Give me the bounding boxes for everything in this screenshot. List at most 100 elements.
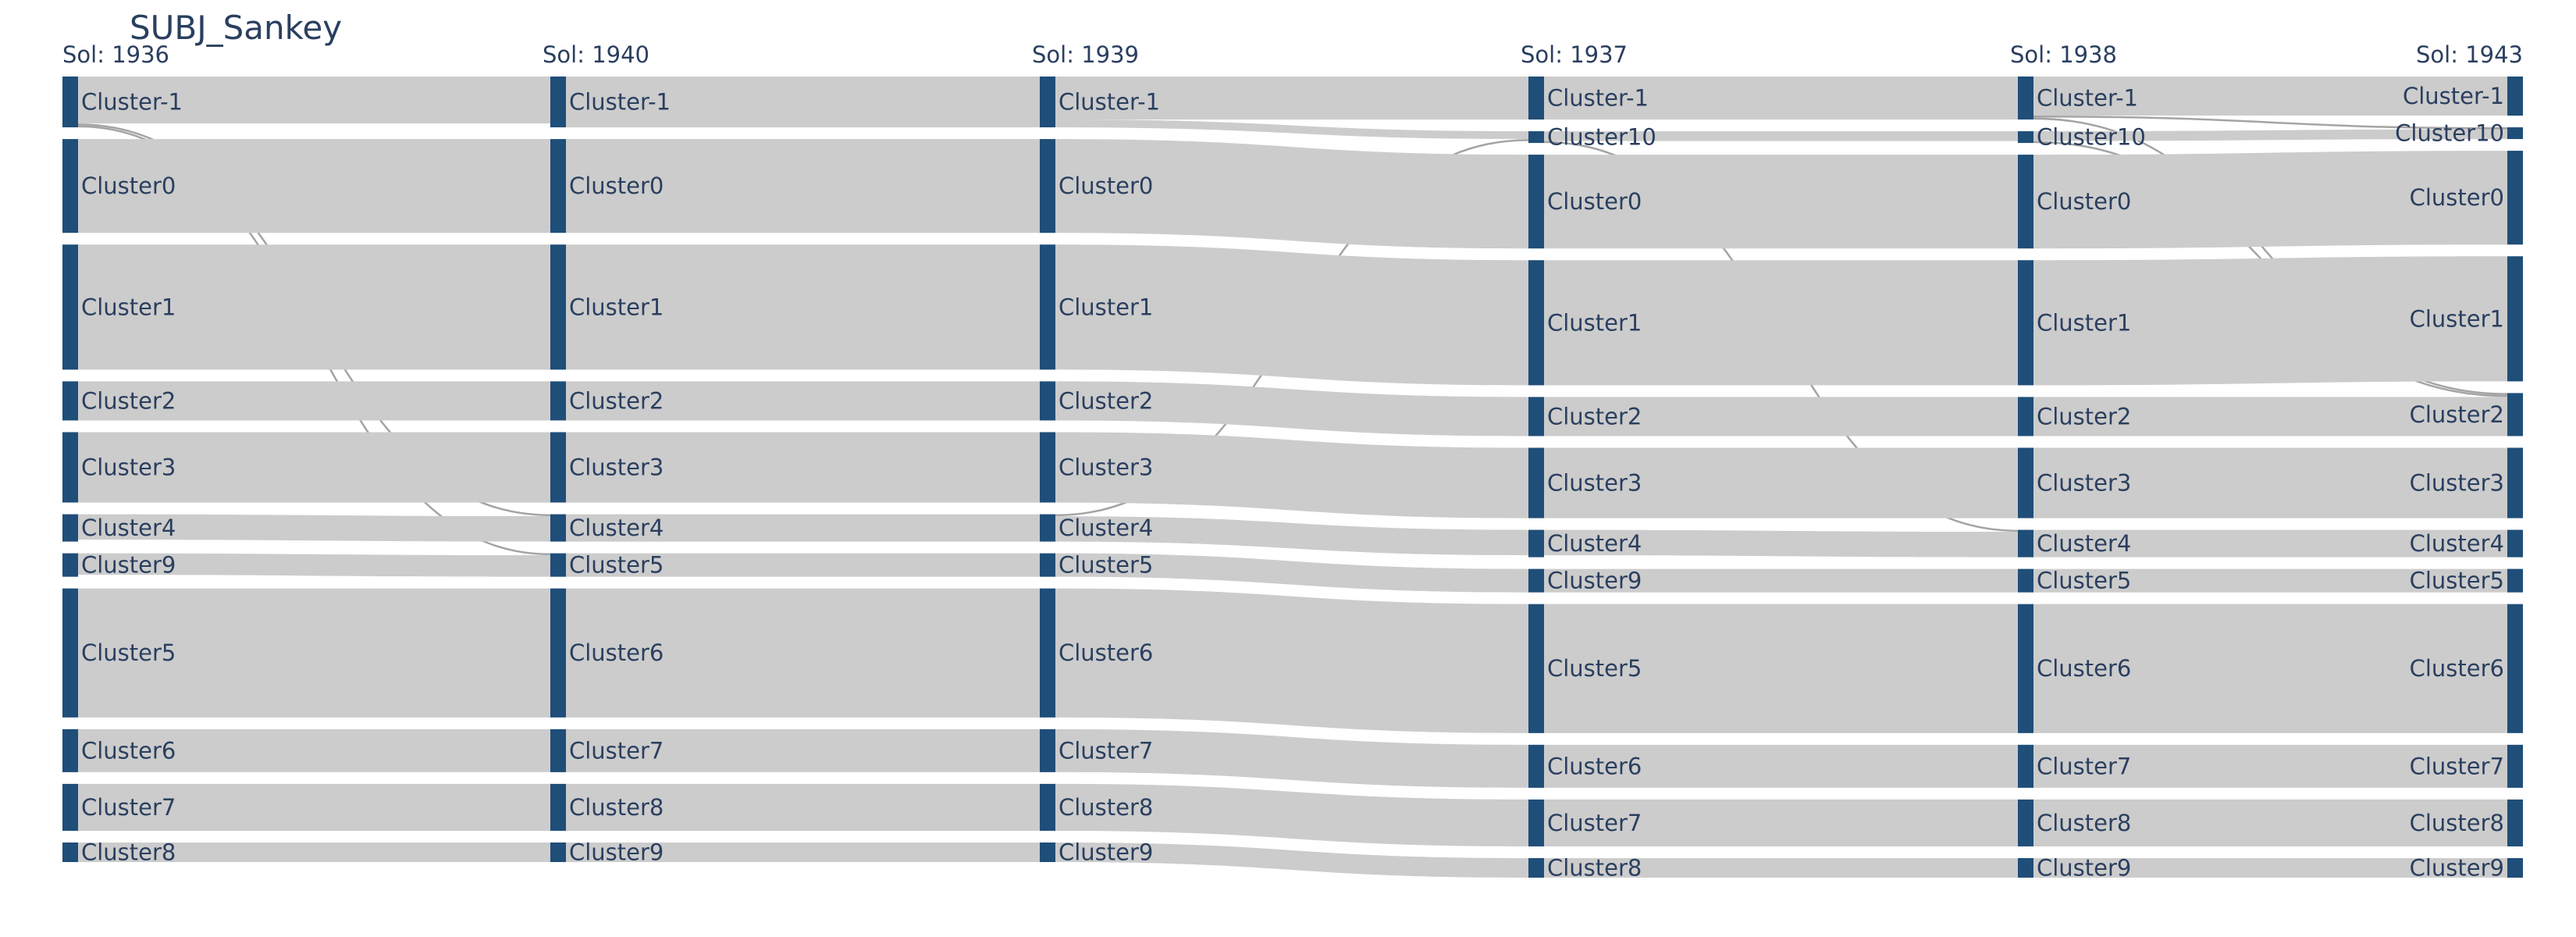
node-label: Cluster2 (569, 387, 664, 414)
node-cluster2[interactable] (1528, 397, 1544, 436)
node-cluster10[interactable] (1528, 131, 1544, 144)
node-cluster4[interactable] (1528, 529, 1544, 558)
node-cluster3[interactable] (1528, 447, 1544, 518)
node-cluster4[interactable] (550, 514, 566, 542)
node-cluster2[interactable] (62, 381, 78, 421)
node-cluster2[interactable] (2018, 397, 2033, 436)
node-cluster-1[interactable] (1040, 77, 1055, 128)
node-cluster9[interactable] (62, 553, 78, 577)
node-cluster4[interactable] (1040, 514, 1055, 542)
node-cluster0[interactable] (2507, 151, 2523, 245)
node-cluster5[interactable] (1040, 553, 1055, 577)
flow-link (78, 729, 550, 772)
node-cluster0[interactable] (550, 139, 566, 233)
node-label: Cluster4 (569, 515, 664, 541)
node-cluster4[interactable] (2018, 529, 2033, 558)
node-cluster6[interactable] (2507, 604, 2523, 733)
node-cluster1[interactable] (2018, 260, 2033, 386)
node-cluster6[interactable] (1040, 588, 1055, 718)
node-cluster6[interactable] (550, 588, 566, 718)
node-cluster5[interactable] (550, 553, 566, 577)
node-cluster5[interactable] (2507, 568, 2523, 593)
node-label: Cluster7 (2410, 753, 2504, 779)
node-cluster1[interactable] (1528, 260, 1544, 386)
node-cluster3[interactable] (550, 432, 566, 503)
node-cluster5[interactable] (1528, 604, 1544, 733)
node-label: Cluster7 (1547, 810, 1642, 836)
flow-link (1544, 131, 2018, 141)
node-cluster0[interactable] (62, 139, 78, 233)
flow-link (1055, 77, 1528, 120)
node-cluster9[interactable] (1040, 842, 1055, 862)
flow-link (2033, 744, 2507, 788)
node-cluster1[interactable] (1040, 244, 1055, 370)
node-cluster8[interactable] (1040, 783, 1055, 831)
node-cluster8[interactable] (2507, 799, 2523, 846)
node-cluster-1[interactable] (1528, 77, 1544, 120)
flow-link (78, 432, 550, 503)
node-cluster-1[interactable] (550, 77, 566, 128)
node-cluster8[interactable] (2018, 799, 2033, 846)
node-cluster5[interactable] (62, 588, 78, 718)
node-cluster9[interactable] (2507, 857, 2523, 878)
node-label: Cluster10 (2395, 120, 2504, 147)
node-label: Cluster2 (81, 387, 176, 414)
node-cluster0[interactable] (1528, 155, 1544, 249)
column-header: Sol: 1937 (1521, 41, 1628, 68)
flow-link (566, 514, 1040, 542)
node-cluster7[interactable] (1040, 729, 1055, 772)
node-cluster1[interactable] (550, 244, 566, 370)
flow-link (1544, 799, 2018, 846)
node-cluster2[interactable] (2507, 393, 2523, 436)
node-cluster10[interactable] (2018, 131, 2033, 144)
node-label: Cluster0 (81, 173, 176, 199)
node-cluster6[interactable] (2018, 604, 2033, 733)
node-label: Cluster8 (1059, 794, 1153, 821)
node-cluster3[interactable] (2507, 447, 2523, 518)
node-cluster-1[interactable] (2507, 77, 2523, 116)
flow-link (2033, 568, 2507, 593)
node-cluster-1[interactable] (62, 77, 78, 128)
flow-link (566, 139, 1040, 233)
node-cluster8[interactable] (1528, 857, 1544, 878)
node-cluster7[interactable] (1528, 799, 1544, 846)
node-label: Cluster10 (2037, 124, 2146, 151)
node-cluster10[interactable] (2507, 127, 2523, 140)
node-cluster9[interactable] (550, 842, 566, 862)
node-cluster2[interactable] (550, 381, 566, 421)
node-label: Cluster0 (2410, 184, 2504, 211)
node-label: Cluster6 (569, 640, 664, 666)
flow-link (1544, 568, 2018, 593)
flow-link (1544, 744, 2018, 788)
node-cluster7[interactable] (62, 783, 78, 831)
node-cluster3[interactable] (1040, 432, 1055, 503)
node-cluster7[interactable] (2507, 744, 2523, 788)
node-cluster3[interactable] (62, 432, 78, 503)
node-cluster4[interactable] (62, 514, 78, 542)
node-cluster-1[interactable] (2018, 77, 2033, 120)
node-cluster1[interactable] (2507, 256, 2523, 382)
node-cluster2[interactable] (1040, 381, 1055, 421)
node-label: Cluster5 (1547, 655, 1642, 682)
node-cluster9[interactable] (1528, 568, 1544, 593)
node-cluster5[interactable] (2018, 568, 2033, 593)
node-cluster7[interactable] (550, 729, 566, 772)
node-cluster0[interactable] (2018, 155, 2033, 249)
flow-link (78, 553, 550, 577)
node-label: Cluster9 (2410, 854, 2504, 881)
node-cluster8[interactable] (550, 783, 566, 831)
flow-link (2033, 857, 2507, 878)
node-cluster7[interactable] (2018, 744, 2033, 788)
node-label: Cluster5 (569, 552, 664, 579)
node-cluster4[interactable] (2507, 529, 2523, 558)
flow-link (78, 381, 550, 421)
node-cluster0[interactable] (1040, 139, 1055, 233)
flow-link (1544, 260, 2018, 386)
node-cluster3[interactable] (2018, 447, 2033, 518)
node-cluster8[interactable] (62, 842, 78, 862)
node-cluster6[interactable] (1528, 744, 1544, 788)
node-cluster6[interactable] (62, 729, 78, 772)
node-label: Cluster-1 (2037, 85, 2138, 112)
node-cluster1[interactable] (62, 244, 78, 370)
node-cluster9[interactable] (2018, 857, 2033, 878)
